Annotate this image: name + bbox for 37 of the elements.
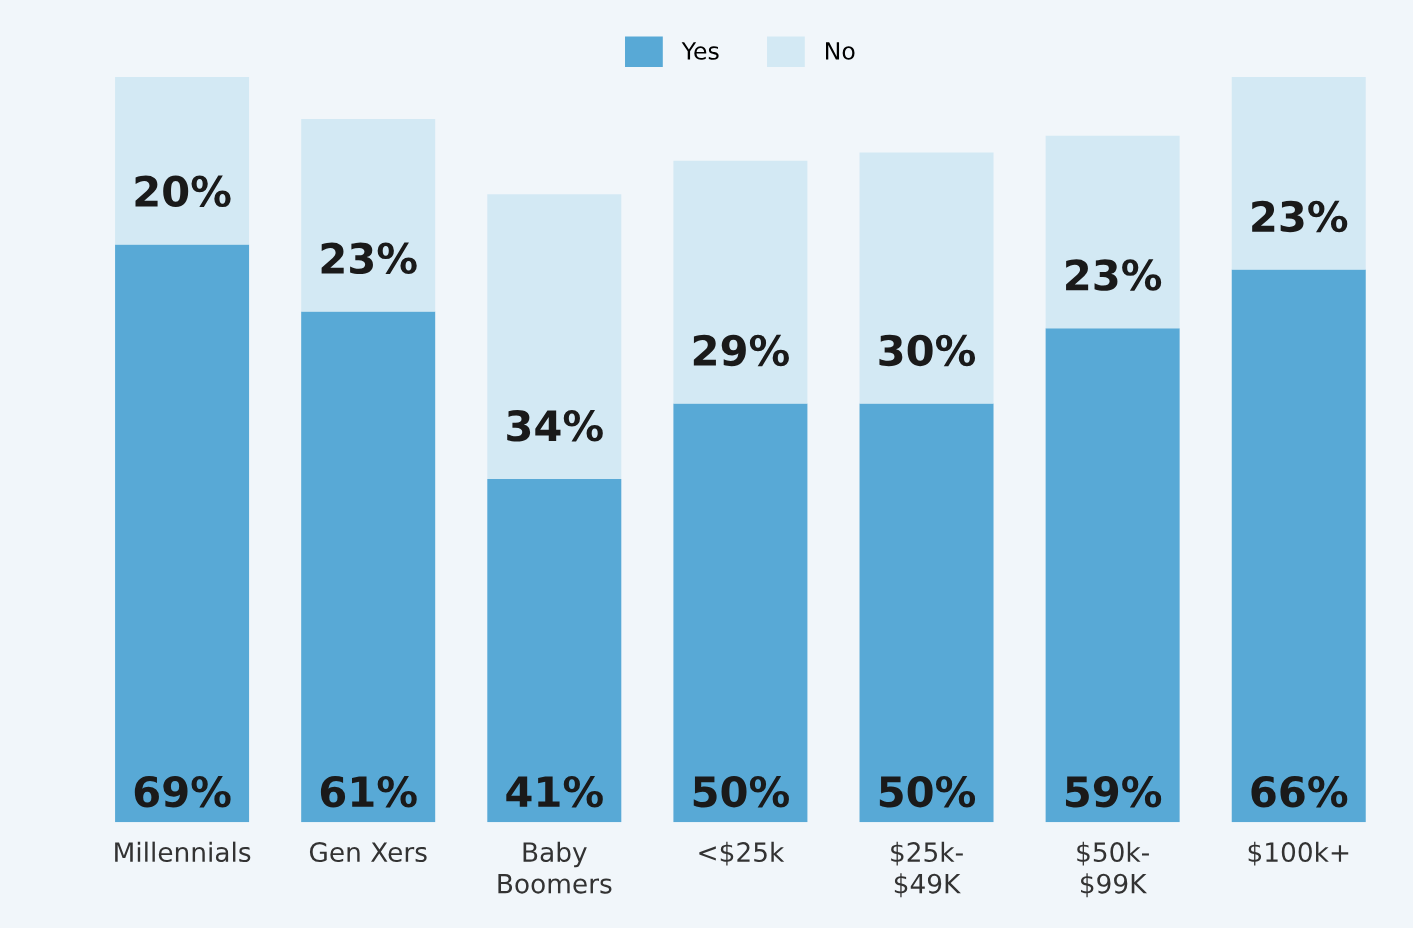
legend-label: Yes	[681, 42, 719, 60]
data-label: 29%	[693, 334, 789, 367]
bar	[115, 244, 250, 823]
bar	[301, 311, 436, 823]
bar	[859, 403, 994, 823]
bar	[1045, 328, 1180, 823]
data-label: 30%	[879, 334, 976, 367]
data-label: 34%	[507, 410, 603, 442]
data-label: 41%	[506, 775, 603, 808]
data-label: 69%	[134, 775, 231, 808]
bar	[673, 403, 808, 823]
data-label: 66%	[1251, 775, 1348, 808]
bar	[115, 77, 250, 245]
legend-label: No	[826, 42, 855, 60]
bar	[1231, 77, 1366, 270]
x-tick-label: <$25k	[699, 841, 785, 866]
data-label: 59%	[1065, 775, 1162, 808]
bar	[859, 152, 994, 404]
data-label: 61%	[320, 775, 417, 808]
bar	[673, 160, 808, 404]
data-label: 23%	[1066, 259, 1162, 291]
x-tick-label: Gen Xers	[309, 842, 427, 863]
data-label: 50%	[693, 775, 789, 808]
data-label: 50%	[879, 775, 976, 808]
bar	[487, 478, 622, 823]
data-label: 23%	[1252, 200, 1348, 233]
bar	[1231, 269, 1366, 823]
bar	[1045, 135, 1180, 329]
x-tick-label: $100k+	[1248, 841, 1349, 866]
x-tick-label: $25k- $49K	[891, 841, 963, 898]
bar	[301, 118, 436, 312]
x-tick-label: $50k- $99K	[1077, 841, 1149, 898]
data-label: 20%	[135, 175, 231, 208]
x-tick-label: Baby Boomers	[498, 841, 612, 894]
data-label: 23%	[321, 242, 417, 275]
x-tick-label: Millennials	[115, 841, 251, 863]
bar	[487, 194, 622, 479]
